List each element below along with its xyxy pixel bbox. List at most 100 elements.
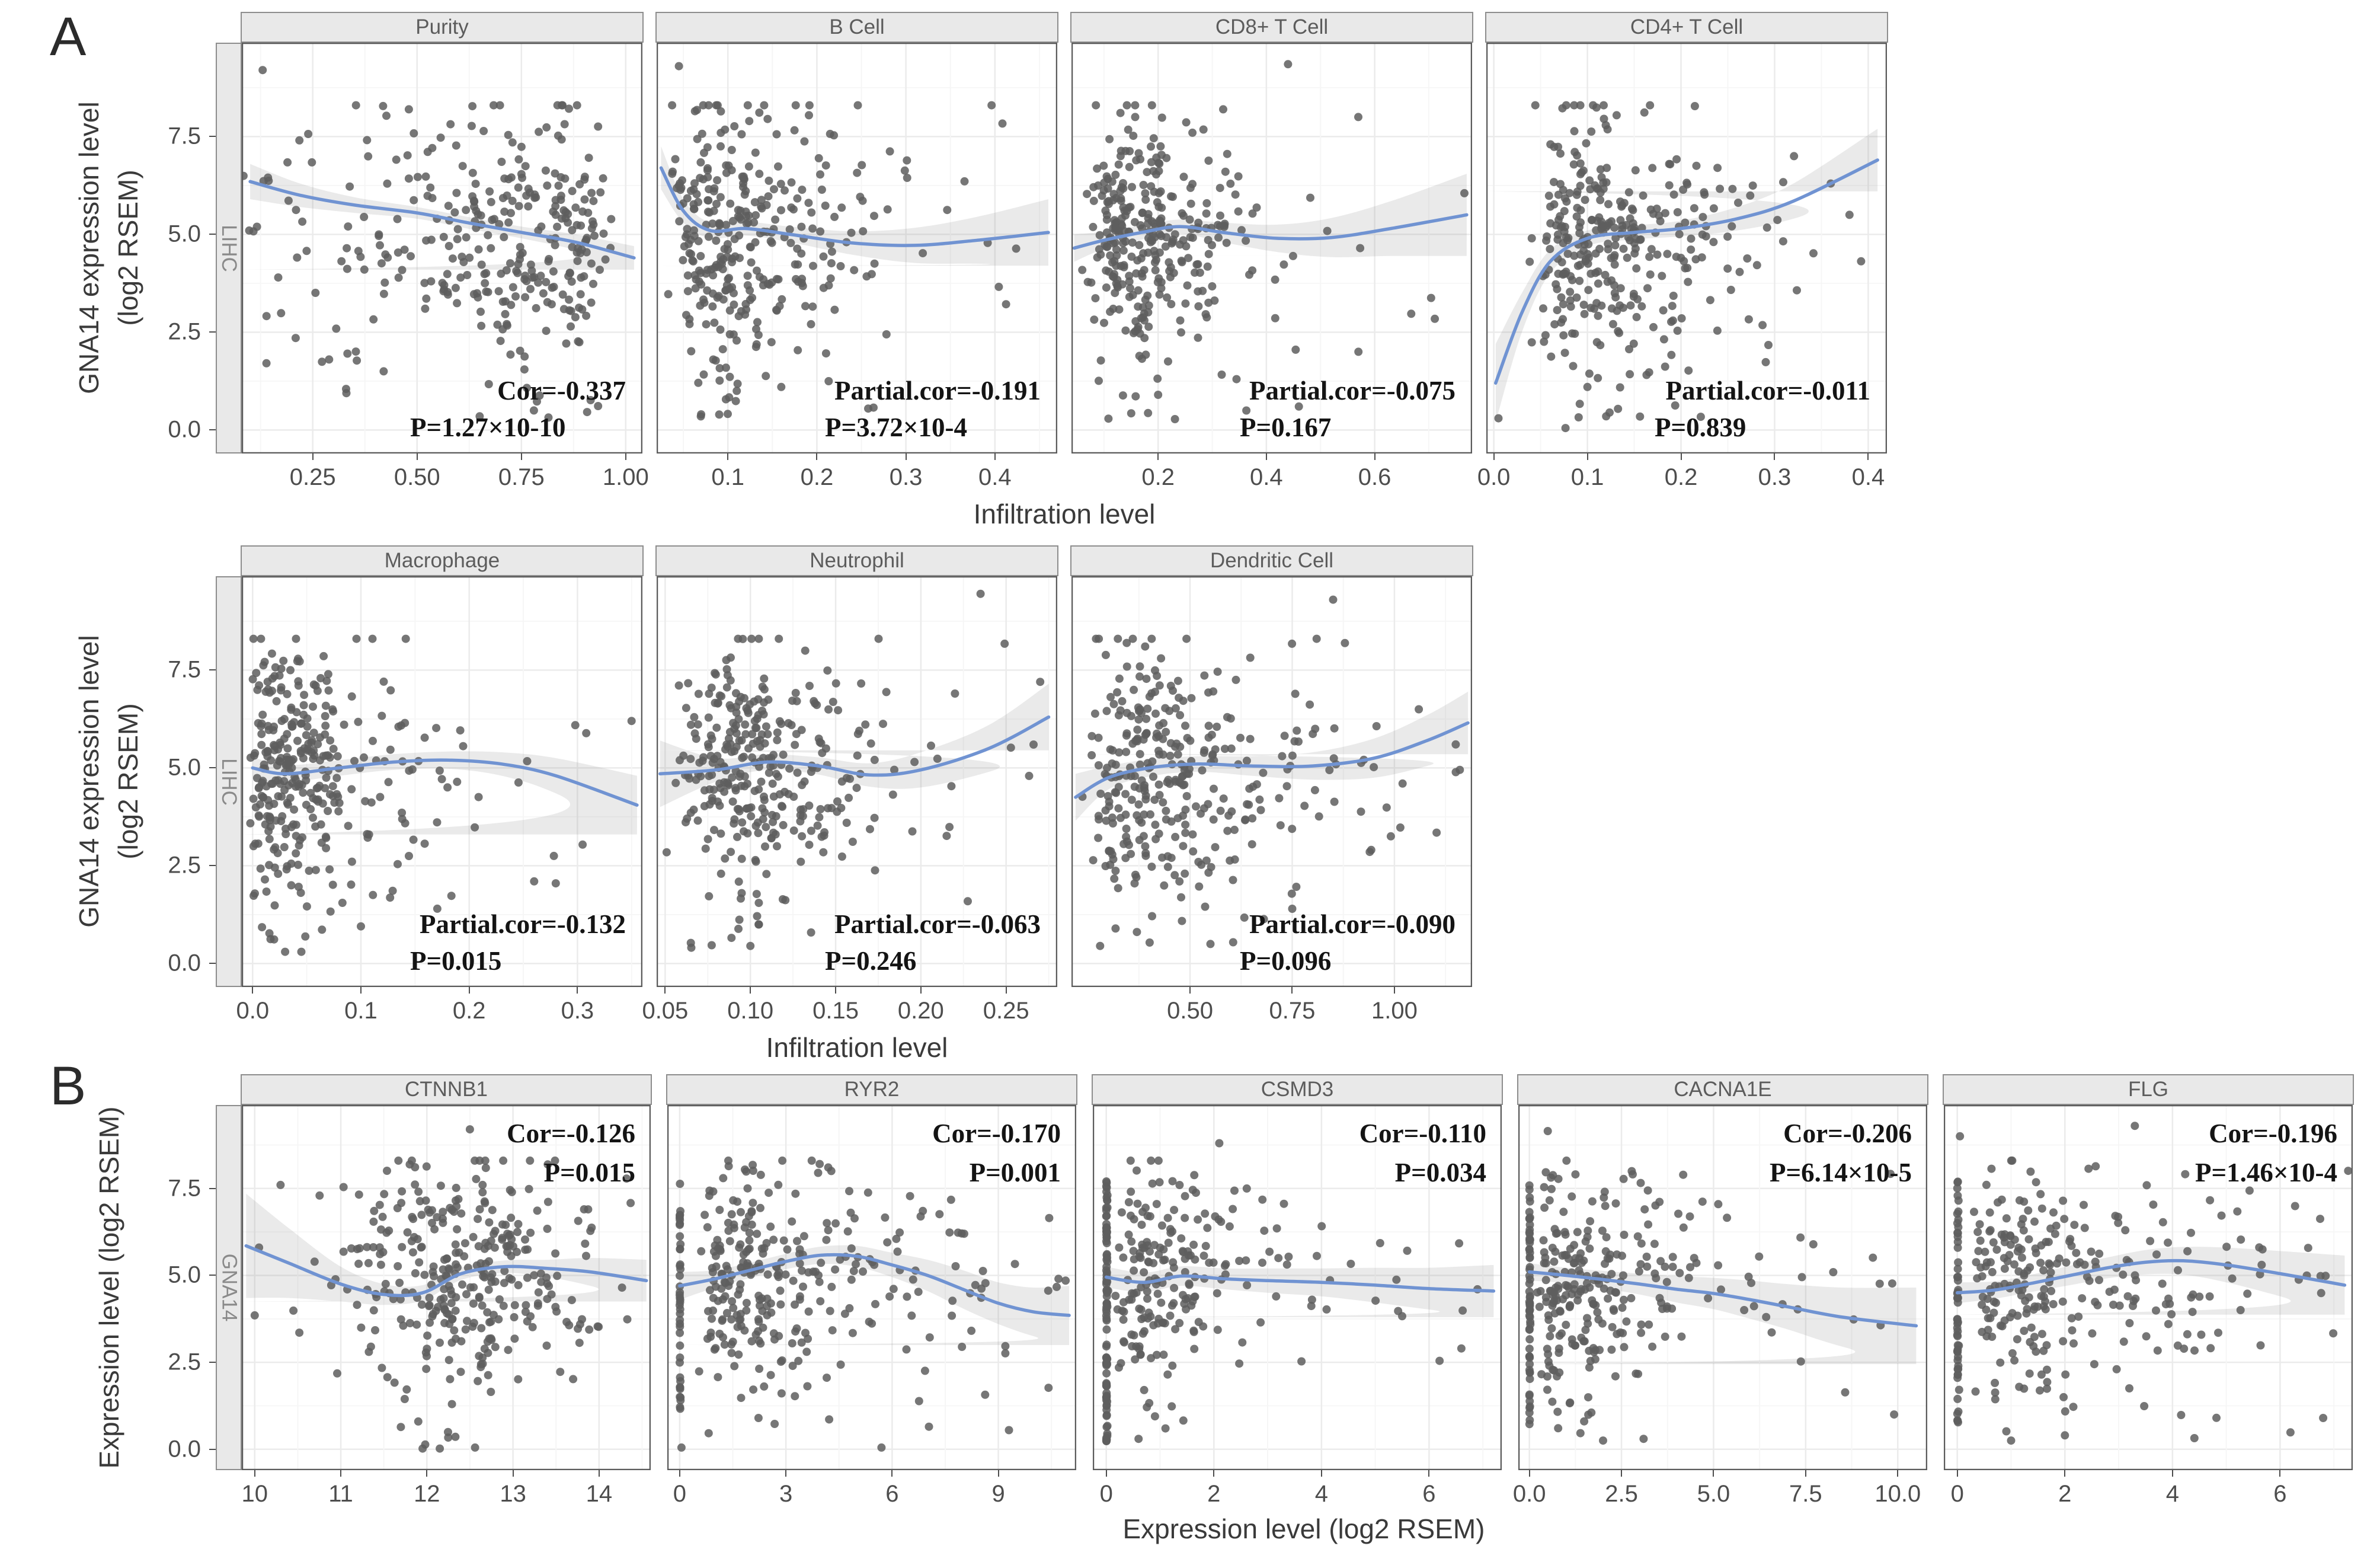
row1-y-axis-title-line2: (log2 RSEM) — [113, 170, 143, 326]
x-axis-tick-label: 0.6 — [1358, 464, 1391, 490]
x-axis-tick-mark — [2171, 1470, 2173, 1477]
facet-strip-cd4-t-cell: CD4+ T Cell — [1485, 12, 1888, 43]
stat-pvalue-dendritic-cell: P=0.096 — [1240, 946, 1332, 976]
x-axis-tick-mark — [512, 1470, 514, 1477]
row2-y-axis-title-line1: GNA14 expression level — [73, 635, 104, 928]
y-axis-tick-label: 7.5 — [168, 123, 201, 149]
x-axis-tick-mark — [1105, 1470, 1107, 1477]
stat-pvalue-neutrophil: P=0.246 — [825, 946, 917, 976]
facet-strip-cacna1e: CACNA1E — [1517, 1074, 1928, 1105]
x-axis-tick-mark — [1320, 1470, 1322, 1477]
x-axis-tick-mark — [468, 987, 470, 994]
facet-strip-label: B Cell — [829, 15, 885, 39]
x-axis-tick-label: 10.0 — [1874, 1481, 1921, 1507]
row2-x-axis-title: Infiltration level — [766, 1032, 948, 1063]
x-axis-tick-mark — [1621, 1470, 1623, 1477]
facet-strip-label: CD8+ T Cell — [1215, 15, 1329, 39]
stat-cor-ryr2: Cor=-0.170 — [932, 1119, 1061, 1148]
stat-cor-macrophage: Partial.cor=-0.132 — [419, 909, 626, 939]
x-axis-tick-mark — [1265, 453, 1267, 460]
scatter-panel-neutrophil — [657, 576, 1057, 987]
facet-strip-label: Dendritic Cell — [1210, 549, 1334, 572]
stat-cor-neutrophil: Partial.cor=-0.063 — [834, 909, 1041, 939]
facet-row-strip-lihc: LIHC — [216, 576, 242, 987]
x-axis-tick-mark — [1680, 453, 1682, 460]
x-axis-tick-label: 10 — [241, 1481, 268, 1507]
x-axis-tick-mark — [340, 1470, 342, 1477]
x-axis-tick-mark — [598, 1470, 600, 1477]
x-axis-tick-label: 12 — [414, 1481, 440, 1507]
facet-row-strip-gna14: GNA14 — [216, 1105, 242, 1470]
x-axis-tick-mark — [1374, 453, 1375, 460]
x-axis-tick-label: 2 — [1207, 1481, 1221, 1507]
x-axis-tick-mark — [891, 1470, 893, 1477]
x-axis-tick-mark — [1005, 987, 1007, 994]
y-axis-tick-label: 0.0 — [168, 416, 201, 443]
scatter-panel-cd8-t-cell — [1071, 43, 1472, 453]
x-axis-tick-mark — [727, 453, 729, 460]
scatter-panel-csmd3 — [1093, 1105, 1502, 1470]
facet-strip-label: Purity — [415, 15, 469, 39]
x-axis-tick-label: 0 — [1099, 1481, 1113, 1507]
y-axis-tick-mark — [209, 331, 216, 333]
x-axis-tick-label: 0.50 — [394, 464, 440, 490]
y-axis-tick-mark — [209, 1362, 216, 1363]
x-axis-tick-mark — [360, 987, 362, 994]
x-axis-tick-label: 11 — [328, 1481, 353, 1507]
x-axis-tick-label: 0.3 — [1758, 464, 1792, 490]
x-axis-tick-mark — [1393, 987, 1395, 994]
row3-x-axis-title: Expression level (log2 RSEM) — [1122, 1513, 1485, 1544]
facet-strip-cd8-t-cell: CD8+ T Cell — [1070, 12, 1473, 43]
x-axis-tick-mark — [1713, 1470, 1714, 1477]
y-axis-tick-mark — [209, 767, 216, 769]
stat-cor-b-cell: Partial.cor=-0.191 — [834, 376, 1041, 405]
stat-pvalue-cd8-t-cell: P=0.167 — [1240, 413, 1332, 442]
scatter-panel-flg — [1944, 1105, 2353, 1470]
facet-strip-b-cell: B Cell — [655, 12, 1058, 43]
row2-y-axis-title-line2: (log2 RSEM) — [113, 703, 143, 860]
x-axis-tick-mark — [1213, 1470, 1215, 1477]
x-axis-tick-mark — [625, 453, 626, 460]
x-axis-tick-mark — [520, 453, 522, 460]
x-axis-tick-mark — [997, 1470, 999, 1477]
scatter-panel-dendritic-cell — [1071, 576, 1472, 987]
x-axis-tick-label: 7.5 — [1789, 1481, 1822, 1507]
x-axis-tick-mark — [2279, 1470, 2281, 1477]
stat-cor-flg: Cor=-0.196 — [2209, 1119, 2337, 1148]
x-axis-tick-mark — [2064, 1470, 2066, 1477]
x-axis-tick-label: 0.4 — [1851, 464, 1885, 490]
scatter-panel-purity — [242, 43, 642, 453]
facet-strip-label: CTNNB1 — [404, 1078, 488, 1101]
y-axis-tick-mark — [209, 234, 216, 235]
x-axis-tick-mark — [1493, 453, 1495, 460]
x-axis-tick-label: 0.0 — [236, 998, 270, 1024]
x-axis-tick-label: 0.0 — [1512, 1481, 1546, 1507]
x-axis-tick-label: 0.4 — [978, 464, 1012, 490]
stat-pvalue-cacna1e: P=6.14×10-5 — [1769, 1158, 1912, 1187]
scatter-panel-cd4-t-cell — [1486, 43, 1887, 453]
x-axis-tick-label: 6 — [885, 1481, 899, 1507]
x-axis-tick-label: 0.05 — [642, 998, 689, 1024]
x-axis-tick-label: 0.1 — [344, 998, 378, 1024]
y-axis-tick-mark — [209, 669, 216, 671]
x-axis-tick-label: 0 — [673, 1481, 687, 1507]
facet-strip-label: Neutrophil — [810, 549, 904, 572]
facet-strip-label: FLG — [2128, 1078, 2169, 1101]
x-axis-tick-mark — [816, 453, 818, 460]
stat-pvalue-ctnnb1: P=0.015 — [543, 1158, 635, 1187]
x-axis-tick-label: 0.50 — [1167, 998, 1213, 1024]
stat-pvalue-cd4-t-cell: P=0.839 — [1655, 413, 1746, 442]
x-axis-tick-label: 0.2 — [800, 464, 834, 490]
y-axis-tick-label: 5.0 — [168, 221, 201, 247]
y-axis-tick-mark — [209, 1187, 216, 1189]
facet-strip-label: CACNA1E — [1674, 1078, 1772, 1101]
x-axis-tick-label: 0.0 — [1477, 464, 1511, 490]
x-axis-tick-label: 9 — [991, 1481, 1005, 1507]
y-axis-tick-label: 5.0 — [168, 1261, 201, 1288]
x-axis-tick-label: 0.2 — [1664, 464, 1698, 490]
scatter-panel-ctnnb1 — [242, 1105, 651, 1470]
x-axis-tick-label: 0.25 — [289, 464, 336, 490]
stat-cor-cacna1e: Cor=-0.206 — [1783, 1119, 1912, 1148]
x-axis-tick-label: 0.10 — [727, 998, 774, 1024]
x-axis-tick-mark — [577, 987, 578, 994]
